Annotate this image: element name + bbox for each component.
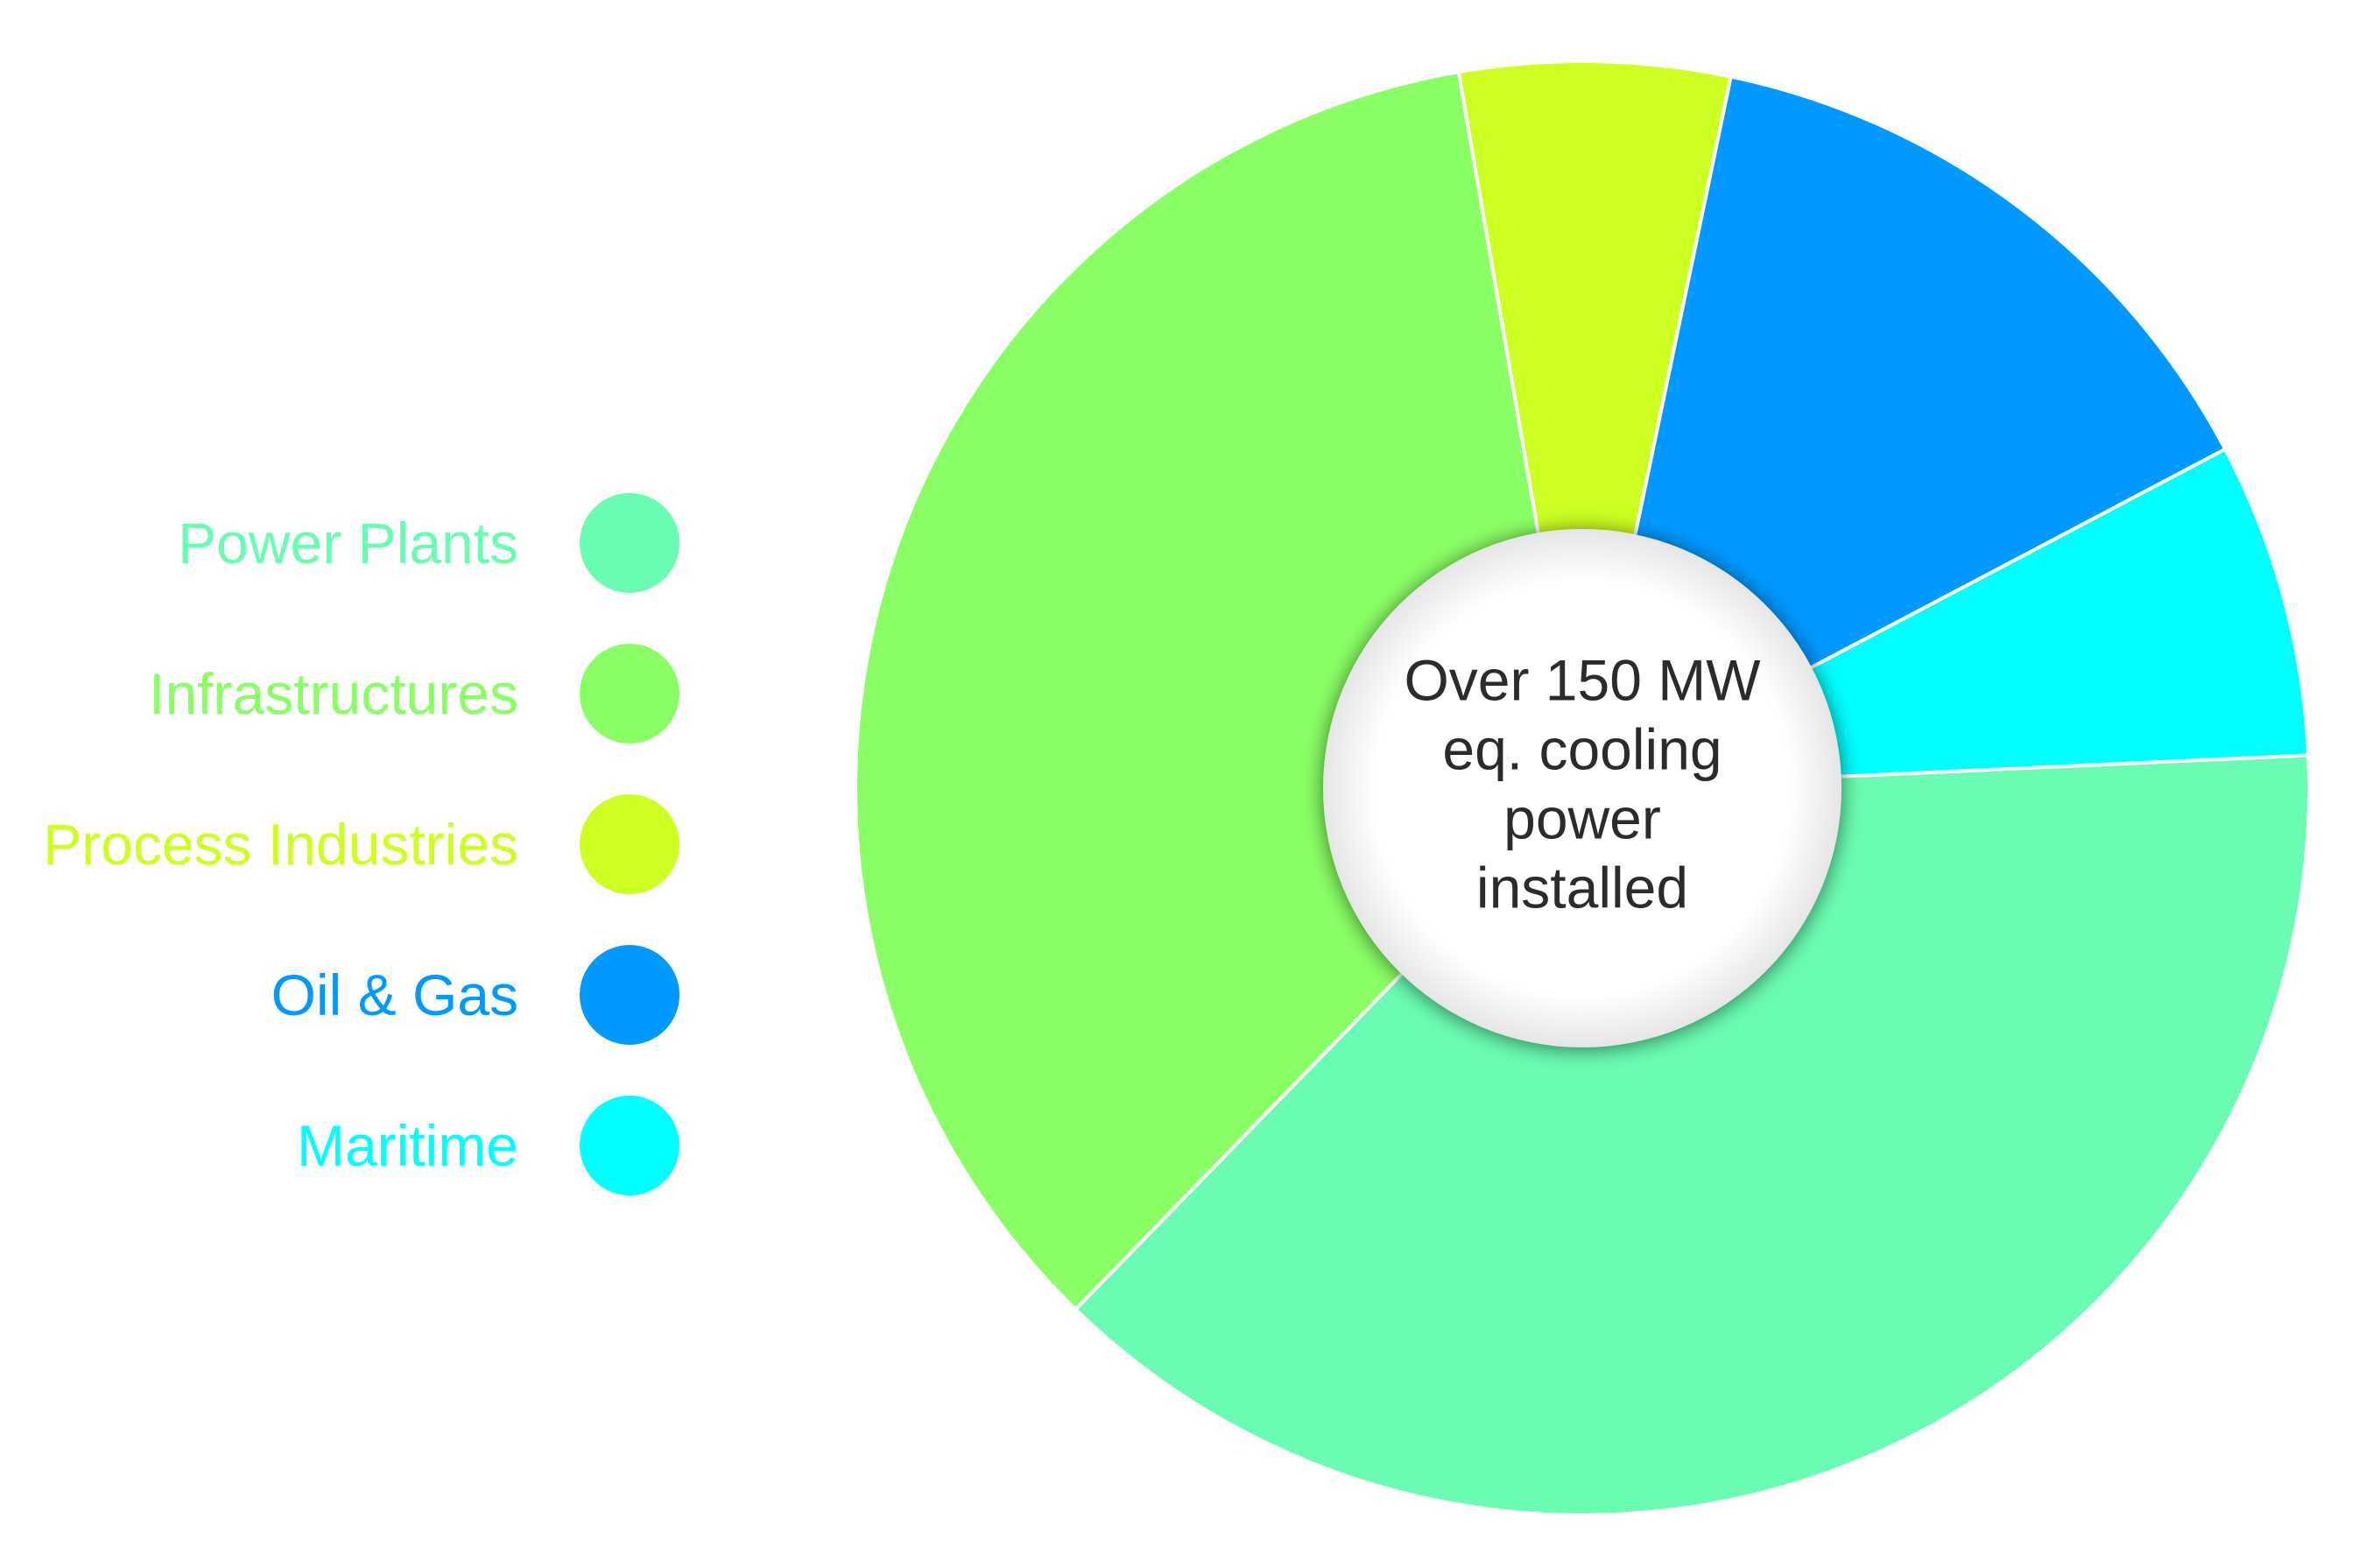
center-label-line: installed [1476,856,1688,920]
legend-swatch-infrastructures [580,644,679,744]
legend-label-infrastructures: Infrastructures [149,661,518,726]
center-label-line: Over 150 MW [1404,648,1761,713]
legend: Power Plants Infrastructures Process Indus… [43,493,679,1195]
legend-swatch-process-industries [580,794,679,894]
legend-swatch-power-plants [580,493,679,593]
pie-slice-infrastructures [853,70,1584,1312]
pie-slice-process-industries [1456,60,1733,790]
legend-item-process-industries: Process Industries [43,794,679,894]
legend-item-oil-and-gas: Oil & Gas [271,945,679,1045]
legend-swatch-maritime [580,1096,679,1195]
legend-item-infrastructures: Infrastructures [149,644,679,744]
pie-slice-power-plants [1074,753,2311,1518]
center-label-line: power [1503,786,1661,851]
legend-label-process-industries: Process Industries [43,812,518,877]
legend-item-power-plants: Power Plants [178,493,679,593]
center-label-line: eq. cooling [1442,717,1722,782]
legend-label-oil-and-gas: Oil & Gas [271,962,518,1027]
legend-swatch-oil-and-gas [580,945,679,1045]
legend-label-maritime: Maritime [297,1113,518,1178]
legend-item-maritime: Maritime [297,1096,679,1195]
legend-label-power-plants: Power Plants [178,511,518,575]
center-circle [1323,529,1841,1047]
